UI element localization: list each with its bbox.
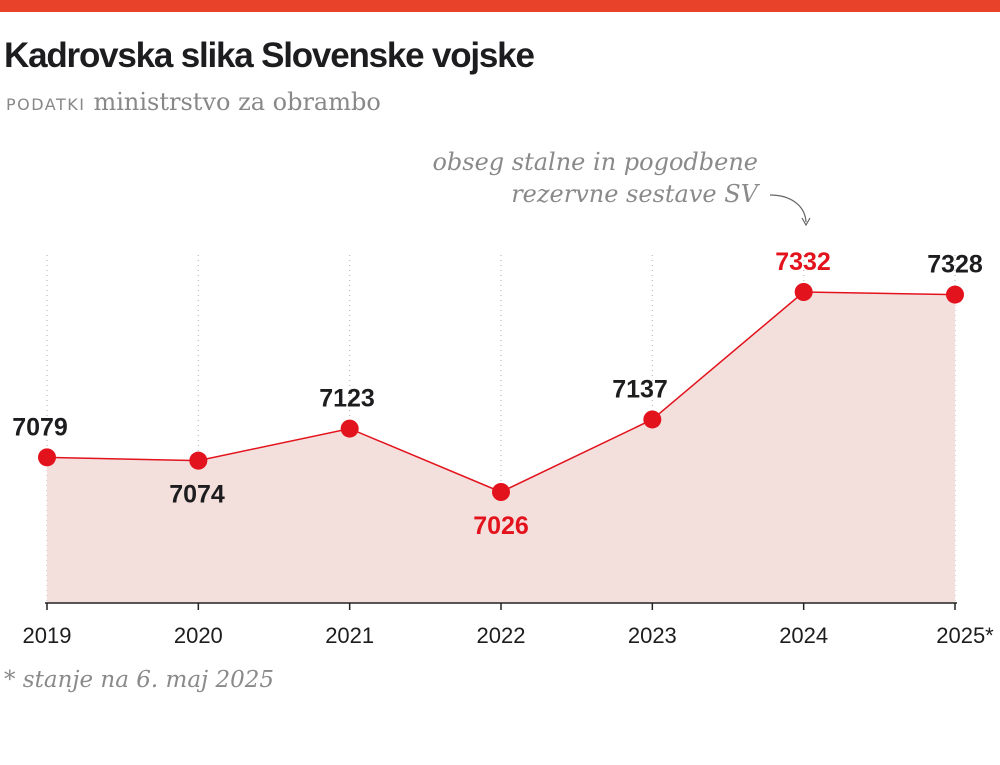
data-label: 7332 (775, 248, 831, 276)
annotation-line-2: rezervne sestave SV (511, 180, 758, 208)
x-tick-label: 2020 (174, 623, 223, 648)
source-text: ministrstvo za obrambo (93, 88, 381, 116)
data-point (340, 419, 359, 438)
data-point (189, 451, 208, 470)
arrowhead-icon (801, 217, 811, 227)
data-point (794, 283, 813, 301)
data-point (643, 410, 662, 429)
x-tick-label: 2021 (325, 623, 374, 648)
data-point (38, 448, 56, 467)
annotation: obseg stalne in pogodbene rezervne sesta… (432, 146, 758, 210)
accent-bar (0, 0, 1000, 12)
data-label: 7074 (169, 481, 225, 509)
x-tick-label: 2024 (779, 623, 828, 648)
data-point (492, 483, 510, 501)
data-label: 7328 (927, 251, 983, 279)
data-label: 7123 (319, 385, 375, 413)
data-label: 7079 (12, 413, 68, 441)
data-point (946, 285, 964, 304)
data-label: 7137 (612, 375, 668, 403)
annotation-arrow (769, 194, 807, 223)
x-tick-label: 2023 (628, 623, 677, 648)
area-fill (47, 292, 955, 603)
data-label: 7026 (473, 512, 529, 540)
x-tick-label: 2022 (477, 623, 526, 648)
x-tick-label: 2025* (936, 623, 994, 648)
x-tick-label: 2019 (23, 623, 72, 648)
footnote: * stanje na 6. maj 2025 (4, 667, 275, 693)
source-line: PODATKI ministrstvo za obrambo (6, 88, 381, 116)
source-label: PODATKI (6, 95, 86, 114)
chart-title: Kadrovska slika Slovenske vojske (4, 36, 535, 75)
annotation-line-1: obseg stalne in pogodbene (432, 148, 758, 176)
